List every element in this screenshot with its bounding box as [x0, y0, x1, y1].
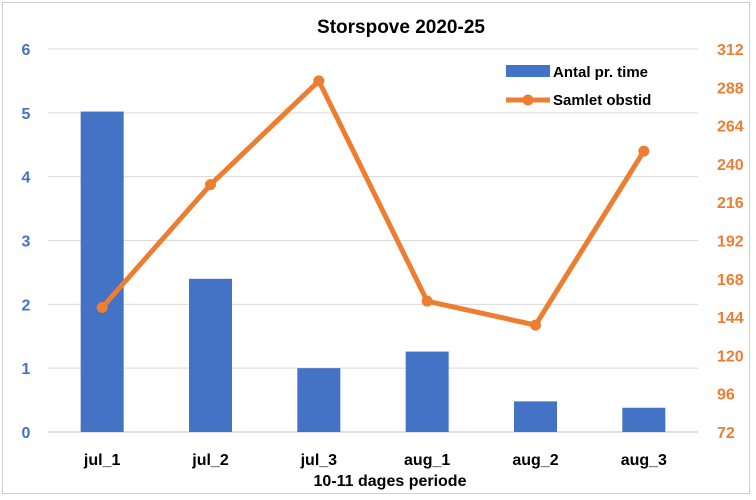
- legend-swatch-marker: [522, 94, 534, 106]
- line-series: [96, 75, 650, 331]
- left-tick-label: 4: [22, 170, 31, 187]
- right-tick-label: 120: [717, 348, 744, 365]
- left-tick-label: 5: [22, 106, 31, 123]
- legend: Antal pr. time Samlet obstid: [506, 64, 651, 109]
- left-tick-label: 2: [22, 297, 31, 314]
- x-tick-label: aug_1: [404, 452, 450, 469]
- bar-jul_3: [297, 368, 341, 432]
- line-point-aug_1: [421, 295, 433, 307]
- bar-aug_2: [514, 401, 557, 432]
- bar-aug_1: [405, 351, 449, 432]
- line-point-jul_3: [313, 75, 325, 87]
- line-path: [100, 78, 646, 328]
- right-tick-label: 96: [717, 387, 735, 404]
- left-tick-label: 6: [22, 42, 31, 59]
- bar-jul_1: [80, 111, 124, 432]
- x-tick-label: aug_3: [621, 452, 667, 469]
- right-tick-label: 144: [717, 310, 744, 327]
- bar-series: [80, 111, 666, 432]
- gridlines: [48, 48, 698, 433]
- right-tick-label: 240: [717, 157, 744, 174]
- legend-swatch-bar: [506, 65, 550, 77]
- right-axis: 72 96 120 144 168 192 216 240 264 288 312: [717, 42, 744, 442]
- x-axis: jul_1 jul_2 jul_3 aug_1 aug_2 aug_3: [83, 452, 667, 469]
- bar-jul_2: [189, 278, 232, 432]
- x-tick-label: jul_1: [83, 452, 121, 469]
- x-tick-label: jul_3: [300, 452, 338, 469]
- legend-label-line: Samlet obstid: [553, 92, 651, 109]
- right-tick-label: 168: [717, 272, 744, 289]
- x-axis-label: 10-11 dages periode: [314, 473, 467, 490]
- x-tick-label: jul_2: [191, 452, 229, 469]
- left-axis: 0 1 2 3 4 5 6: [22, 42, 31, 442]
- right-tick-label: 192: [717, 234, 744, 251]
- right-tick-label: 312: [717, 42, 744, 59]
- right-tick-label: 72: [717, 425, 735, 442]
- line-point-jul_2: [205, 179, 216, 191]
- line-point-aug_3: [638, 145, 650, 157]
- right-tick-label: 288: [717, 80, 744, 97]
- left-tick-label: 1: [22, 361, 31, 378]
- bar-aug_3: [622, 407, 666, 432]
- line-point-aug_2: [530, 319, 541, 331]
- x-tick-label: aug_2: [512, 452, 558, 469]
- right-tick-label: 216: [717, 195, 744, 212]
- left-tick-label: 0: [22, 425, 31, 442]
- line-point-jul_1: [96, 302, 108, 314]
- right-tick-label: 264: [717, 119, 744, 136]
- chart-title: Storspove 2020-25: [317, 17, 485, 38]
- legend-label-bar: Antal pr. time: [553, 64, 648, 81]
- left-tick-label: 3: [22, 234, 31, 251]
